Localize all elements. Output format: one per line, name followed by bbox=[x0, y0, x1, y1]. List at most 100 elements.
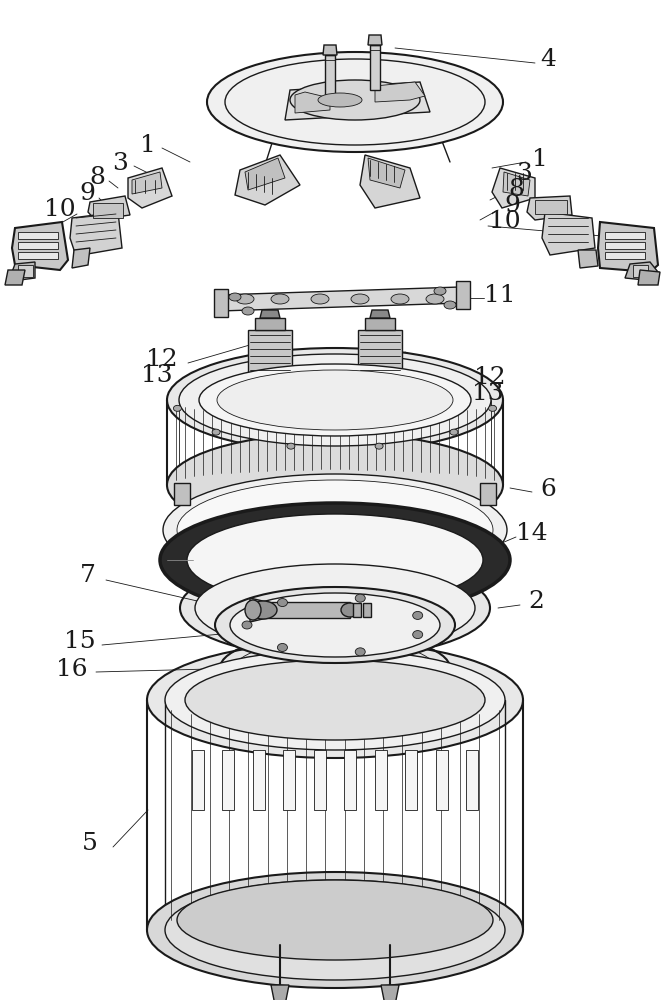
Bar bbox=[405, 750, 417, 810]
Ellipse shape bbox=[351, 294, 369, 304]
Ellipse shape bbox=[375, 443, 383, 449]
Polygon shape bbox=[323, 45, 337, 55]
Ellipse shape bbox=[195, 564, 475, 652]
Text: 11: 11 bbox=[485, 284, 515, 308]
Polygon shape bbox=[260, 310, 280, 318]
Polygon shape bbox=[375, 82, 425, 102]
Polygon shape bbox=[12, 222, 68, 270]
Bar bbox=[253, 750, 265, 810]
Ellipse shape bbox=[215, 587, 455, 663]
Bar bbox=[363, 603, 371, 617]
Polygon shape bbox=[625, 262, 658, 280]
Text: 10: 10 bbox=[44, 198, 76, 222]
Polygon shape bbox=[128, 168, 172, 208]
Ellipse shape bbox=[242, 621, 252, 629]
Ellipse shape bbox=[271, 294, 289, 304]
Bar bbox=[192, 750, 204, 810]
Bar bbox=[18, 265, 33, 277]
Ellipse shape bbox=[287, 443, 295, 449]
Polygon shape bbox=[598, 222, 658, 272]
Text: 12: 12 bbox=[474, 366, 506, 389]
Ellipse shape bbox=[230, 593, 440, 657]
Polygon shape bbox=[132, 172, 162, 194]
Bar bbox=[435, 750, 448, 810]
Bar bbox=[314, 750, 326, 810]
Polygon shape bbox=[365, 318, 395, 330]
Text: 4: 4 bbox=[540, 48, 556, 72]
Ellipse shape bbox=[212, 429, 220, 435]
Polygon shape bbox=[542, 212, 595, 255]
Polygon shape bbox=[295, 92, 330, 113]
Bar bbox=[18, 252, 58, 259]
Bar bbox=[375, 750, 387, 810]
Ellipse shape bbox=[177, 880, 493, 960]
Ellipse shape bbox=[236, 294, 254, 304]
Bar bbox=[633, 265, 648, 277]
Ellipse shape bbox=[147, 642, 523, 758]
Bar bbox=[325, 55, 335, 95]
Text: 9: 9 bbox=[504, 194, 520, 218]
Bar bbox=[344, 750, 356, 810]
Text: 1: 1 bbox=[140, 133, 156, 156]
Polygon shape bbox=[370, 310, 390, 318]
Polygon shape bbox=[360, 155, 420, 208]
Text: 3: 3 bbox=[112, 151, 128, 174]
Text: 10: 10 bbox=[489, 211, 521, 233]
Polygon shape bbox=[72, 248, 90, 268]
Ellipse shape bbox=[173, 405, 181, 411]
Bar bbox=[93, 203, 123, 218]
Text: 13: 13 bbox=[472, 382, 504, 406]
Ellipse shape bbox=[167, 348, 503, 452]
Polygon shape bbox=[381, 985, 399, 1000]
Text: 2: 2 bbox=[528, 590, 544, 613]
Polygon shape bbox=[285, 82, 430, 120]
Bar bbox=[222, 750, 235, 810]
Bar bbox=[535, 200, 567, 214]
Ellipse shape bbox=[179, 354, 491, 446]
Polygon shape bbox=[456, 281, 470, 309]
Bar bbox=[480, 483, 496, 505]
Text: 14: 14 bbox=[516, 522, 548, 546]
Polygon shape bbox=[638, 270, 660, 285]
Polygon shape bbox=[250, 598, 267, 622]
Ellipse shape bbox=[413, 611, 423, 619]
Text: 3: 3 bbox=[516, 162, 532, 186]
Ellipse shape bbox=[217, 370, 453, 430]
Text: 16: 16 bbox=[56, 658, 88, 682]
Polygon shape bbox=[12, 262, 35, 280]
Polygon shape bbox=[368, 158, 405, 188]
Ellipse shape bbox=[177, 480, 493, 580]
Ellipse shape bbox=[160, 503, 510, 617]
Bar bbox=[370, 45, 380, 90]
Polygon shape bbox=[248, 330, 292, 380]
Text: 8: 8 bbox=[89, 166, 105, 190]
Polygon shape bbox=[527, 196, 572, 220]
Ellipse shape bbox=[391, 294, 409, 304]
Polygon shape bbox=[503, 172, 530, 196]
Bar bbox=[174, 483, 190, 505]
Bar bbox=[466, 750, 478, 810]
Ellipse shape bbox=[341, 603, 359, 617]
Text: 13: 13 bbox=[141, 364, 173, 387]
Ellipse shape bbox=[450, 429, 458, 435]
Text: 1: 1 bbox=[532, 148, 548, 172]
Ellipse shape bbox=[165, 880, 505, 980]
Text: 9: 9 bbox=[79, 182, 95, 206]
Ellipse shape bbox=[199, 364, 471, 436]
Bar bbox=[605, 242, 645, 249]
Polygon shape bbox=[255, 318, 285, 330]
Ellipse shape bbox=[187, 514, 483, 606]
Text: 8: 8 bbox=[508, 178, 524, 202]
Bar bbox=[18, 232, 58, 239]
Ellipse shape bbox=[249, 601, 277, 619]
Ellipse shape bbox=[434, 287, 446, 295]
Polygon shape bbox=[5, 270, 25, 285]
Ellipse shape bbox=[311, 294, 329, 304]
Ellipse shape bbox=[355, 594, 366, 602]
Ellipse shape bbox=[426, 294, 444, 304]
Text: 7: 7 bbox=[80, 564, 96, 587]
Ellipse shape bbox=[180, 558, 490, 658]
Text: 15: 15 bbox=[65, 631, 96, 654]
Ellipse shape bbox=[229, 293, 241, 301]
Bar bbox=[284, 750, 295, 810]
